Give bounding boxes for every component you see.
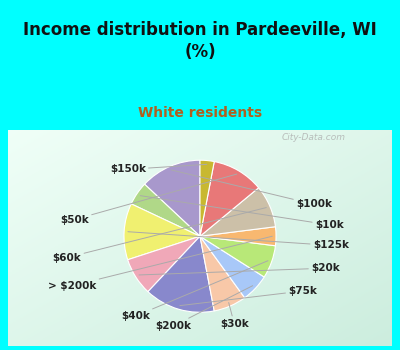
Text: Income distribution in Pardeeville, WI
(%): Income distribution in Pardeeville, WI (… <box>23 21 377 61</box>
Wedge shape <box>124 204 200 260</box>
Text: $30k: $30k <box>220 302 248 329</box>
Wedge shape <box>200 160 214 236</box>
Text: > $200k: > $200k <box>48 236 272 290</box>
Wedge shape <box>144 160 200 236</box>
Wedge shape <box>128 236 200 292</box>
Text: $60k: $60k <box>52 208 266 262</box>
Wedge shape <box>200 236 245 311</box>
Text: $200k: $200k <box>155 286 253 331</box>
Text: $125k: $125k <box>128 232 349 250</box>
Wedge shape <box>200 227 276 246</box>
Text: $150k: $150k <box>110 164 207 174</box>
Text: $10k: $10k <box>140 196 344 230</box>
Text: City-Data.com: City-Data.com <box>282 133 346 142</box>
Wedge shape <box>200 236 276 277</box>
Text: $20k: $20k <box>139 263 340 275</box>
Wedge shape <box>148 236 214 312</box>
Wedge shape <box>200 188 276 236</box>
Text: $40k: $40k <box>121 261 268 321</box>
Wedge shape <box>200 236 264 298</box>
Text: White residents: White residents <box>138 106 262 120</box>
Text: $100k: $100k <box>171 170 332 209</box>
Wedge shape <box>200 162 258 236</box>
Wedge shape <box>131 184 200 236</box>
Text: $50k: $50k <box>60 174 237 224</box>
Text: $75k: $75k <box>180 286 317 306</box>
